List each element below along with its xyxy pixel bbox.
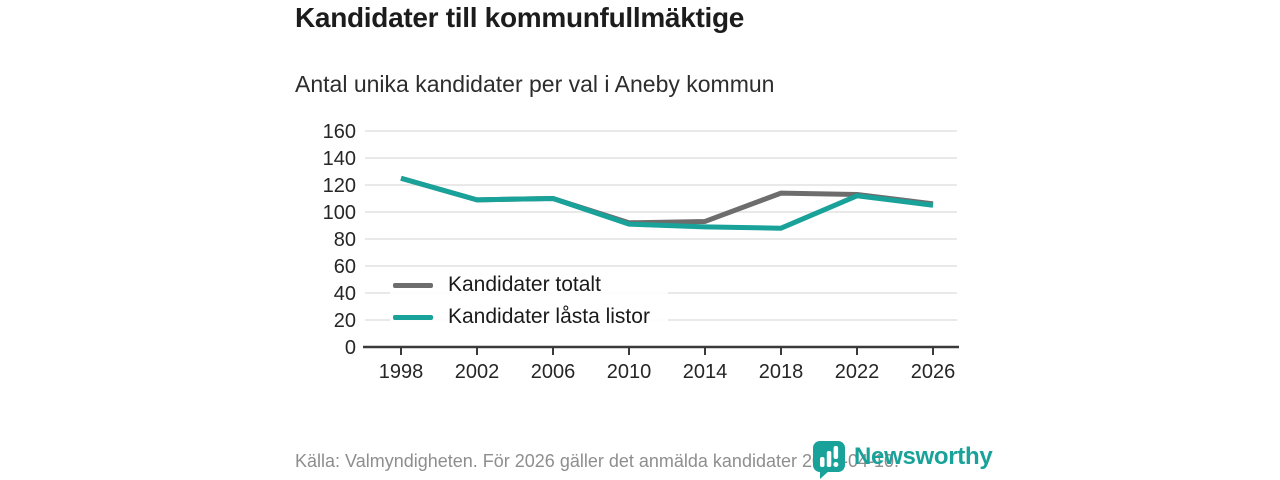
y-tick-label: 40 (334, 283, 356, 305)
x-tick-label: 2002 (455, 361, 500, 383)
legend-swatch-locked-lists (393, 314, 433, 320)
legend-swatch-total (393, 282, 433, 288)
x-tick-label: 2010 (607, 361, 652, 383)
legend-item-locked-lists: Kandidater låsta listor (393, 304, 650, 330)
page-title: Kandidater till kommunfullmäktige (295, 2, 745, 33)
y-tick-label: 80 (334, 229, 356, 251)
y-tick-label: 60 (334, 256, 356, 278)
x-tick-label: 2026 (911, 361, 956, 383)
line-chart: 0 20 40 60 80 100 120 140 160 1998 2002 2006 2010 201… (323, 121, 959, 383)
y-tick-label: 120 (323, 175, 356, 197)
chart-area: 0 20 40 60 80 100 120 140 160 1998 2002 2006 2010 201… (290, 110, 970, 400)
series-line-1 (400, 175, 934, 231)
chart-legend: Kandidater totalt Kandidater låsta listo… (390, 268, 668, 336)
y-tick-label: 160 (323, 121, 356, 143)
y-tick-label: 20 (334, 310, 356, 332)
y-tick-label: 0 (345, 337, 356, 359)
y-tick-label: 100 (323, 202, 356, 224)
newsworthy-logo-icon (813, 441, 845, 479)
legend-label-locked-lists: Kandidater låsta listor (448, 305, 650, 328)
newsworthy-logo[interactable]: Newsworthy (812, 440, 993, 480)
x-tick-label: 2014 (683, 361, 728, 383)
chart-subtitle: Antal unika kandidater per val i Aneby k… (295, 71, 775, 97)
x-tick-label: 2018 (759, 361, 804, 383)
legend-item-total: Kandidater totalt (393, 272, 650, 298)
x-tick-label: 2022 (835, 361, 880, 383)
x-tick-label: 2006 (531, 361, 576, 383)
legend-label-total: Kandidater totalt (448, 273, 601, 296)
newsworthy-logo-text: Newsworthy (854, 443, 993, 470)
x-tick-label: 1998 (379, 361, 424, 383)
y-tick-label: 140 (323, 148, 356, 170)
source-note: Källa: Valmyndigheten. För 2026 gäller d… (295, 451, 900, 471)
